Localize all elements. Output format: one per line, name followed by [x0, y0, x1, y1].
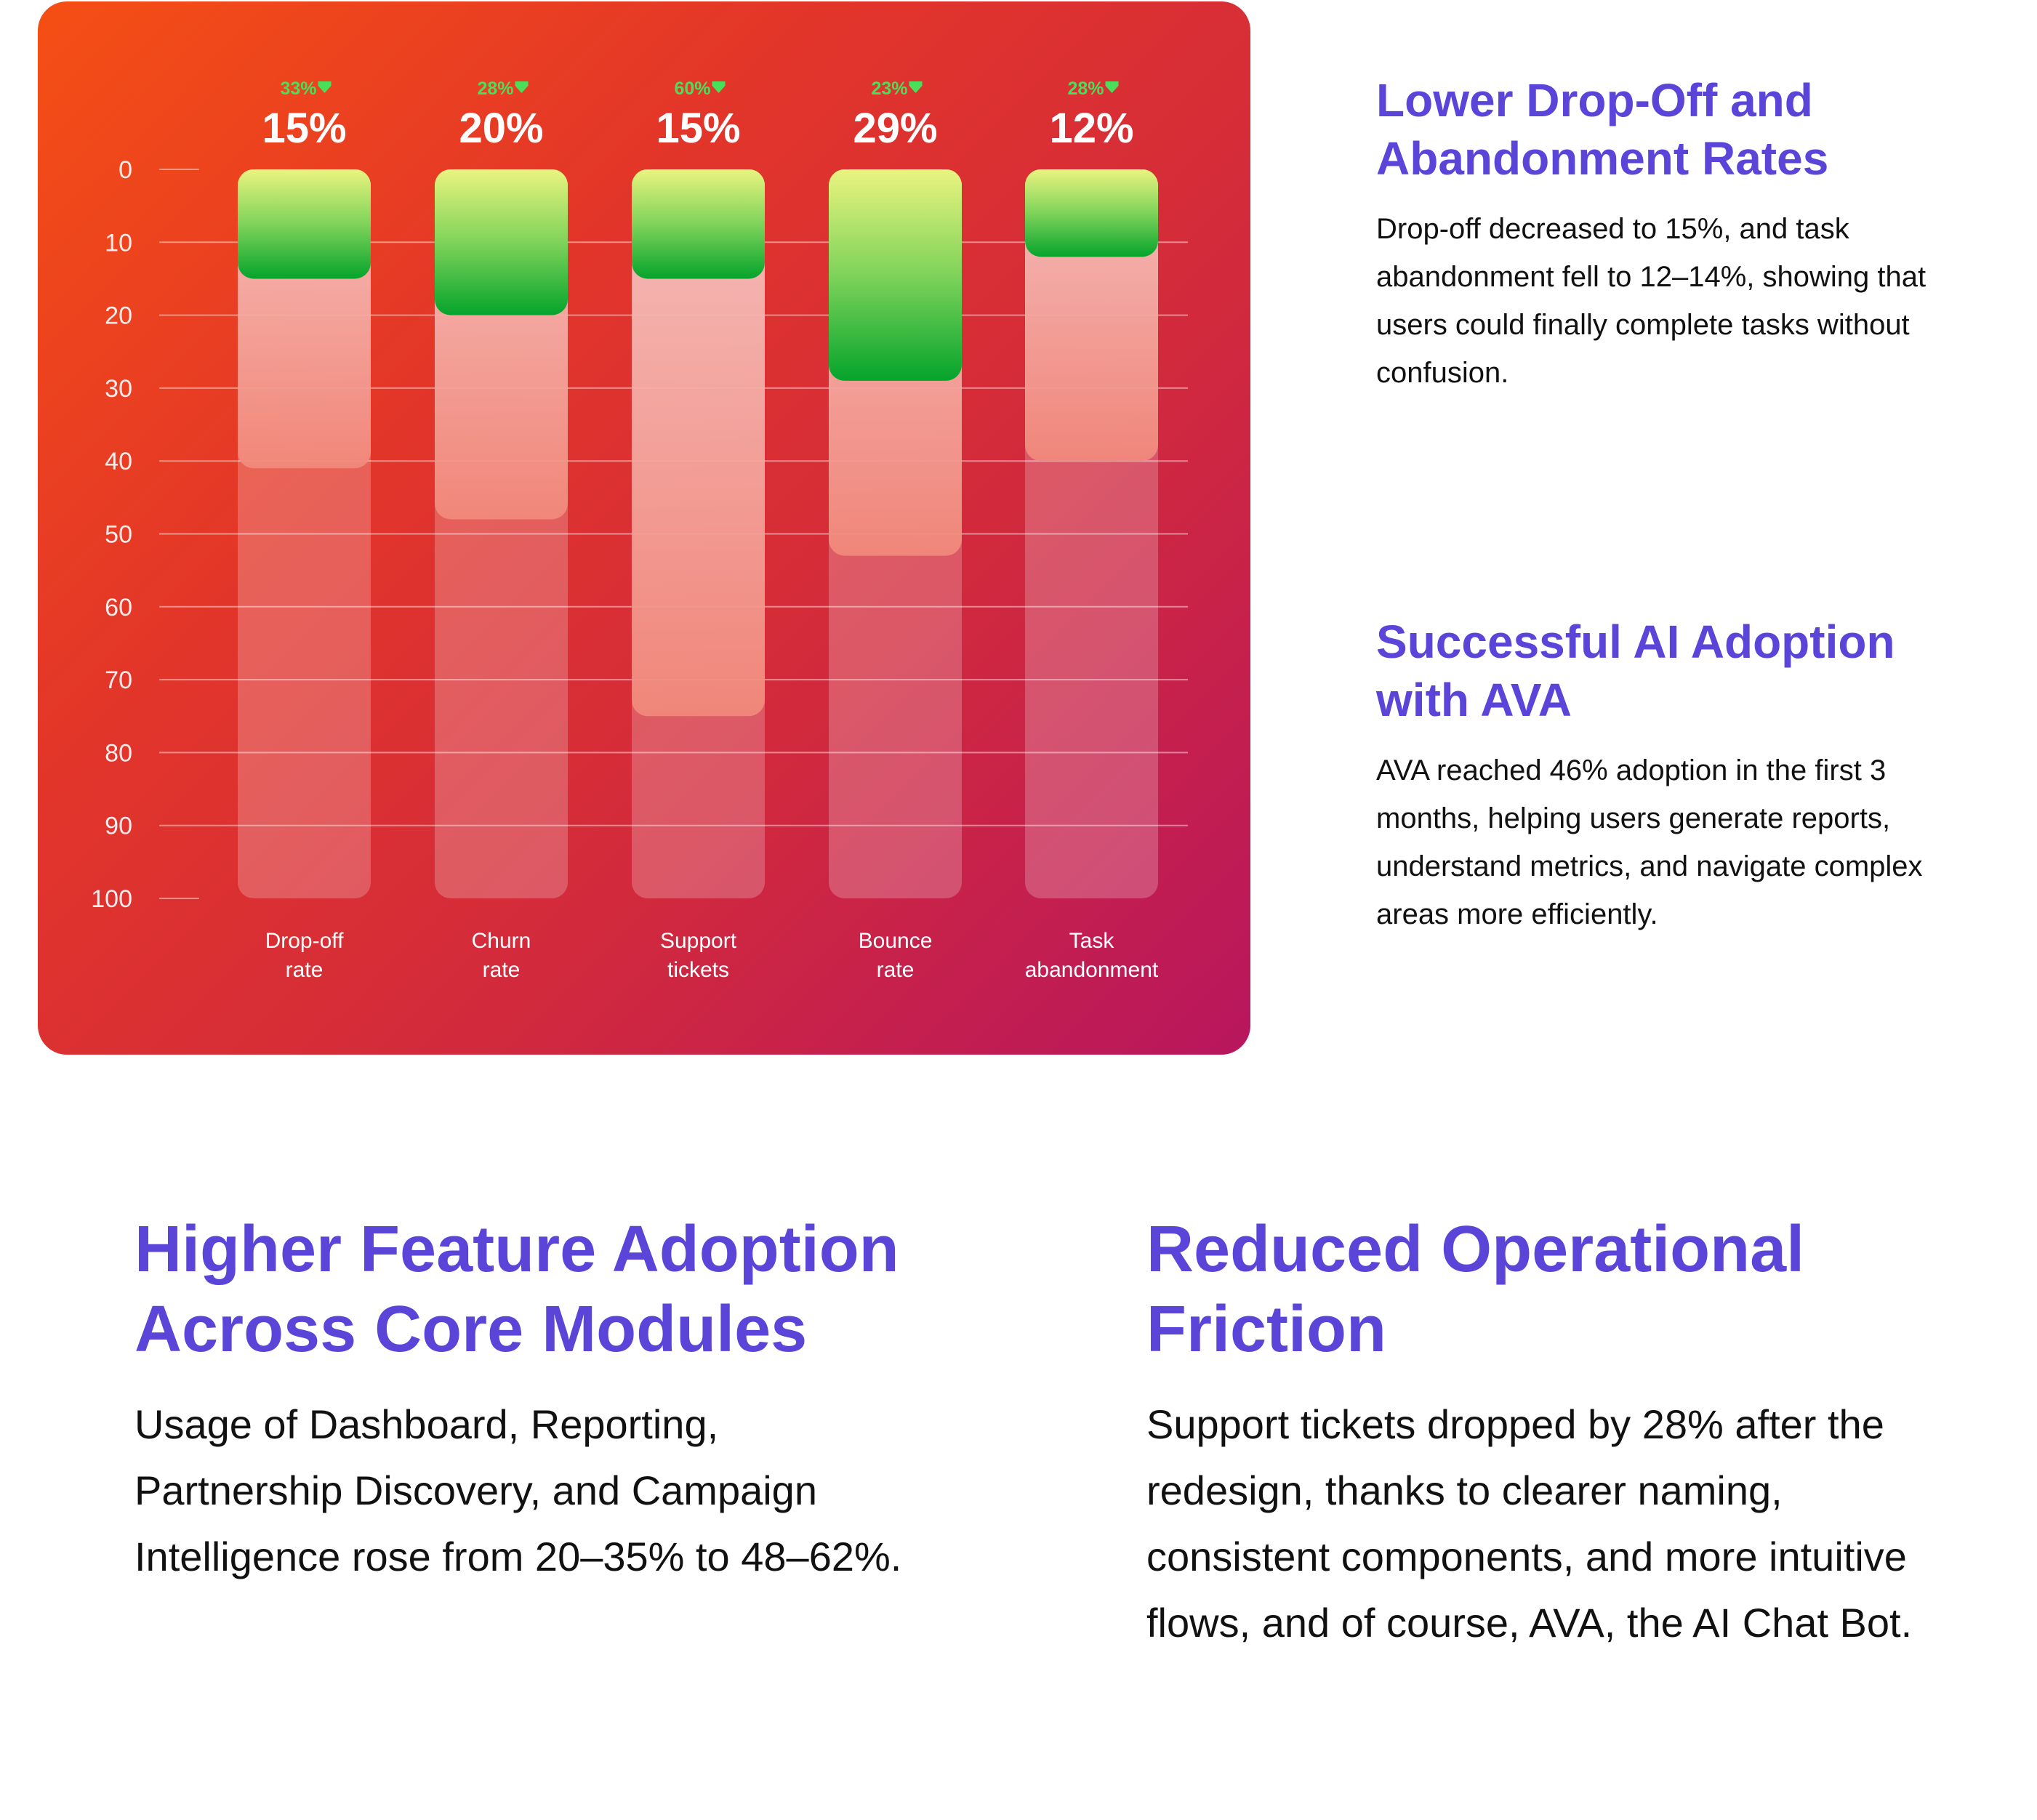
category-label: rate	[483, 958, 521, 982]
change-label: 23%	[871, 78, 907, 99]
category-label: Support	[660, 929, 737, 953]
drop-off-body: Drop-off decreased to 15%, and task aban…	[1376, 213, 1926, 389]
down-arrow-icon	[515, 81, 529, 93]
category-label: rate	[286, 958, 324, 982]
category-label: rate	[877, 958, 915, 982]
category-label: Task	[1069, 929, 1115, 953]
value-label: 12%	[1049, 105, 1133, 152]
bar-before	[632, 169, 765, 717]
bar-after	[1025, 169, 1158, 257]
y-tick-label: 60	[105, 594, 132, 621]
bar-after	[829, 169, 962, 381]
bar-after	[238, 169, 371, 279]
value-label: 15%	[262, 105, 346, 152]
value-label: 20%	[459, 105, 543, 152]
ai-adoption-body: AVA reached 46% adoption in the first 3 …	[1376, 754, 1923, 930]
y-tick-label: 90	[105, 813, 132, 840]
category-label: Bounce	[859, 929, 933, 953]
y-tick-label: 30	[105, 375, 132, 403]
category-label: Drop-off	[265, 929, 344, 953]
feature-adoption-body: Usage of Dashboard, Reporting, Partnersh…	[134, 1401, 902, 1579]
change-label: 33%	[280, 78, 316, 99]
operational-title: Reduced Operational Friction	[1146, 1213, 1805, 1366]
y-tick-label: 10	[105, 229, 132, 257]
y-tick-label: 100	[91, 885, 132, 913]
value-label: 15%	[656, 105, 740, 152]
drop-off-title: Lower Drop-Off and Abandonment Rates	[1376, 74, 1829, 185]
down-arrow-icon	[909, 81, 923, 93]
y-tick-label: 40	[105, 448, 132, 475]
operational-body: Support tickets dropped by 28% after the…	[1146, 1401, 1913, 1646]
change-label: 60%	[674, 78, 710, 99]
category-label: tickets	[667, 958, 729, 982]
category-label: abandonment	[1025, 958, 1159, 982]
bar-chart: 0 10 20 30 40 50 60 70 80 90 100 15% 33% Drop-off rate…	[91, 78, 1188, 982]
ai-adoption-title: Successful AI Adoption with AVA	[1376, 616, 1895, 726]
change-label: 28%	[1067, 78, 1104, 99]
bar-after	[435, 169, 568, 315]
bar-after	[632, 169, 765, 279]
y-tick-label: 50	[105, 521, 132, 549]
y-tick-label: 0	[118, 156, 132, 184]
value-label: 29%	[853, 105, 937, 152]
chart-card: 0 10 20 30 40 50 60 70 80 90 100 15% 33% Drop-off rate…	[38, 1, 1250, 1055]
down-arrow-icon	[712, 81, 726, 93]
y-tick-label: 20	[105, 302, 132, 330]
down-arrow-icon	[1105, 81, 1119, 93]
y-tick-label: 70	[105, 667, 132, 694]
down-arrow-icon	[318, 81, 332, 93]
feature-adoption-title: Higher Feature Adoption Across Core Modu…	[134, 1213, 899, 1366]
y-tick-label: 80	[105, 739, 132, 767]
change-label: 28%	[477, 78, 513, 99]
category-label: Churn	[472, 929, 531, 953]
